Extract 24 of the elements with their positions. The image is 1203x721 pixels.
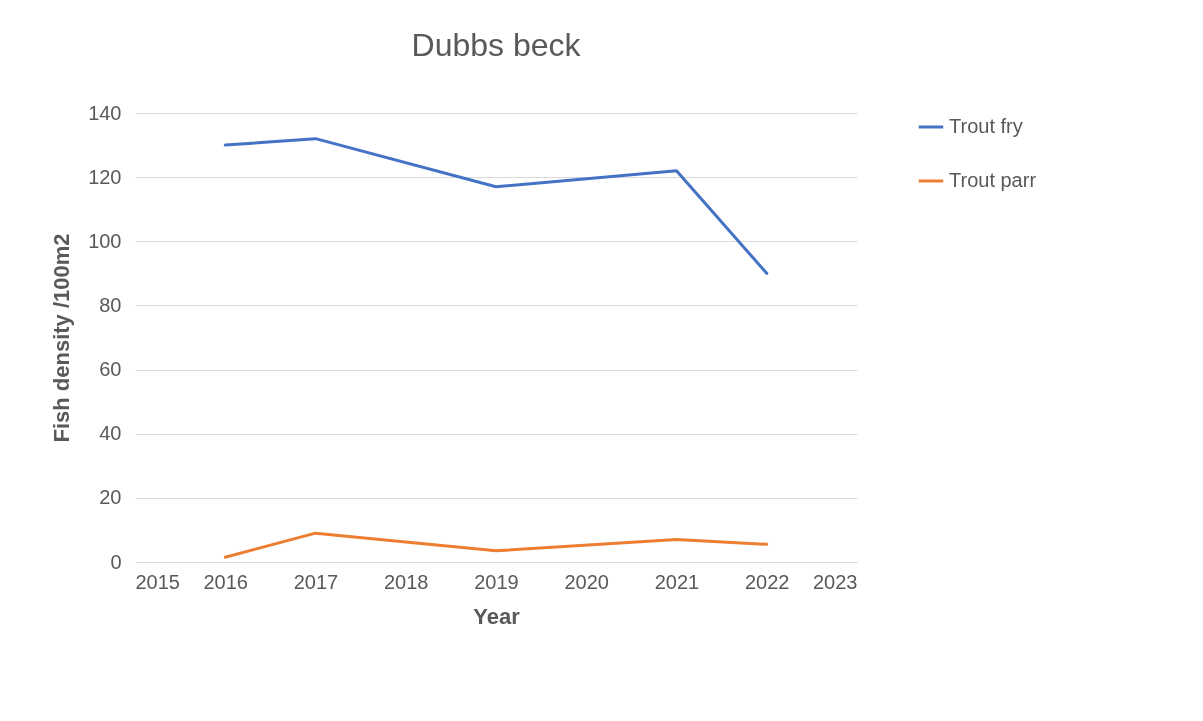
x-tick-label: 2017 [293,570,339,593]
x-tick-label: 2022 [745,570,790,593]
y-tick-label: 120 [88,165,122,188]
y-tick-label: 60 [99,358,122,381]
legend-label: Trout parr [949,169,1037,191]
line-series [223,531,769,559]
line-series [223,137,769,275]
x-tick-label: 2016 [203,570,248,593]
x-tick-label: 2023 [813,570,858,593]
y-tick-label: 20 [99,486,122,509]
x-tick-label: 2021 [654,570,700,593]
y-tick-label: 80 [99,293,122,316]
y-tick-label: 100 [88,229,122,252]
y-tick-label: 0 [110,550,122,573]
x-tick-label: 2018 [384,570,429,593]
legend-label: Trout fry [949,115,1023,137]
x-tick-label: 2019 [474,570,519,593]
y-tick-label: 140 [88,101,122,124]
x-axis-title: Year [473,603,521,629]
y-axis-title: Fish density /100m2 [49,233,75,443]
y-tick-label: 40 [99,422,122,445]
chart-title: Dubbs beck [411,27,582,63]
x-tick-label: 2015 [135,570,180,593]
x-tick-label: 2020 [564,570,609,593]
